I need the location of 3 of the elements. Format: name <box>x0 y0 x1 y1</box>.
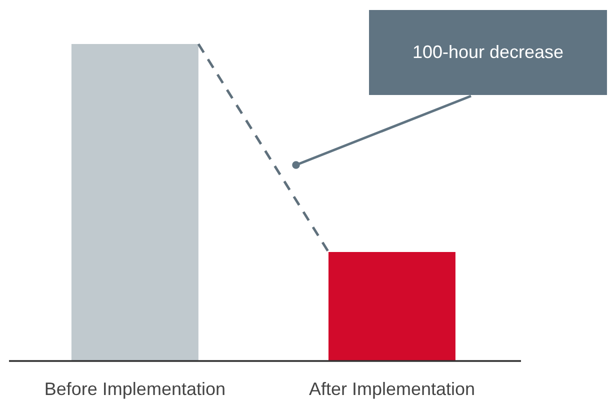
x-tick-label: After Implementation <box>308 379 476 399</box>
annotation: 100-hour decrease <box>412 42 564 62</box>
x-tick-label: Before Implementation <box>44 379 226 399</box>
